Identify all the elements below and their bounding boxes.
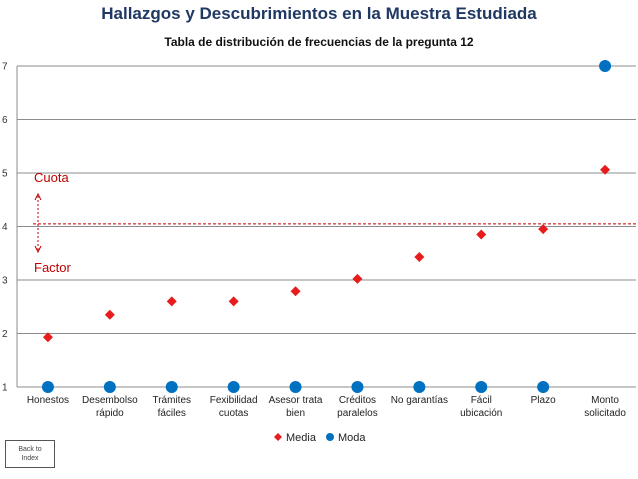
media-point bbox=[538, 224, 549, 235]
x-tick-line: Fexibilidad bbox=[210, 395, 258, 406]
x-tick-line: Asesor trata bbox=[269, 395, 323, 406]
x-tick-label: Desembolso rápido bbox=[82, 395, 138, 419]
media-point bbox=[42, 332, 53, 343]
x-tick-line: paralelos bbox=[337, 408, 378, 419]
y-axis-ticks: 1 2 3 4 5 6 7 bbox=[2, 62, 8, 394]
x-tick-line: cuotas bbox=[219, 408, 248, 419]
x-tick-label: Fexibilidad cuotas bbox=[210, 395, 258, 419]
x-tick-line: ubicación bbox=[460, 408, 502, 419]
legend-marker-moda bbox=[326, 433, 334, 441]
x-tick-line: Plazo bbox=[531, 395, 556, 406]
annotation-arrow-head-down bbox=[34, 245, 42, 254]
moda-point bbox=[413, 381, 426, 393]
media-point bbox=[166, 296, 177, 307]
moda-point bbox=[227, 381, 240, 393]
annotation-arrow-head-up bbox=[34, 192, 42, 201]
x-tick-line: solicitado bbox=[584, 408, 626, 419]
media-point bbox=[414, 251, 425, 262]
x-tick-label: Monto solicitado bbox=[584, 395, 626, 419]
media-point bbox=[476, 229, 487, 240]
x-tick-label: No garantías bbox=[391, 395, 448, 406]
chart-subtitle: Tabla de distribución de frecuencias de … bbox=[164, 35, 474, 49]
x-tick-label: Créditos paralelos bbox=[337, 395, 378, 419]
x-tick-line: No garantías bbox=[391, 395, 448, 406]
y-tick-label: 3 bbox=[2, 276, 8, 287]
legend-label-moda: Moda bbox=[338, 432, 366, 444]
x-tick-line: Honestos bbox=[27, 395, 69, 406]
media-point bbox=[600, 164, 611, 175]
gridlines bbox=[16, 65, 636, 388]
moda-point bbox=[599, 60, 612, 72]
moda-point bbox=[475, 381, 488, 393]
moda-point bbox=[537, 381, 550, 393]
media-point bbox=[228, 296, 239, 307]
moda-point bbox=[103, 381, 116, 393]
x-tick-label: Honestos bbox=[27, 395, 69, 406]
media-point bbox=[352, 273, 363, 284]
annotation-cuota: Cuota bbox=[34, 170, 69, 185]
x-tick-line: fáciles bbox=[158, 408, 186, 419]
legend-label-media: Media bbox=[286, 432, 317, 444]
data-points bbox=[41, 60, 612, 393]
y-tick-label: 7 bbox=[2, 62, 8, 73]
back-button-line2: Index bbox=[21, 455, 39, 462]
x-tick-line: Monto bbox=[591, 395, 619, 406]
x-tick-line: rápido bbox=[96, 408, 124, 419]
y-tick-label: 5 bbox=[2, 169, 8, 180]
back-button-line1: Back to bbox=[18, 446, 42, 453]
media-point bbox=[104, 309, 115, 320]
x-tick-line: Fácil bbox=[471, 395, 492, 406]
x-axis-ticks: Honestos Desembolso rápido Trámites fáciles F… bbox=[27, 395, 627, 419]
moda-point bbox=[351, 381, 364, 393]
x-tick-label: Trámites fáciles bbox=[152, 395, 191, 419]
x-tick-line: Trámites bbox=[152, 395, 191, 406]
moda-point bbox=[165, 381, 178, 393]
x-tick-label: Plazo bbox=[531, 395, 556, 406]
y-tick-label: 1 bbox=[2, 383, 8, 394]
back-to-index-button[interactable]: Back to Index bbox=[5, 440, 55, 468]
annotations: Cuota Factor bbox=[34, 170, 72, 275]
x-tick-label: Asesor trata bien bbox=[269, 395, 323, 419]
legend: Media Moda bbox=[274, 432, 366, 444]
x-tick-line: Desembolso bbox=[82, 395, 138, 406]
media-point bbox=[290, 286, 301, 297]
y-tick-label: 4 bbox=[2, 222, 8, 233]
chart-title: Hallazgos y Descubrimientos en la Muestr… bbox=[101, 4, 537, 23]
x-tick-line: Créditos bbox=[339, 395, 376, 406]
x-tick-line: bien bbox=[286, 408, 305, 419]
y-tick-label: 6 bbox=[2, 115, 8, 126]
moda-point bbox=[41, 381, 54, 393]
x-tick-label: Fácil ubicación bbox=[460, 395, 502, 419]
y-tick-label: 2 bbox=[2, 329, 8, 340]
legend-marker-media bbox=[274, 433, 282, 441]
annotation-factor: Factor bbox=[34, 260, 72, 275]
moda-point bbox=[289, 381, 302, 393]
